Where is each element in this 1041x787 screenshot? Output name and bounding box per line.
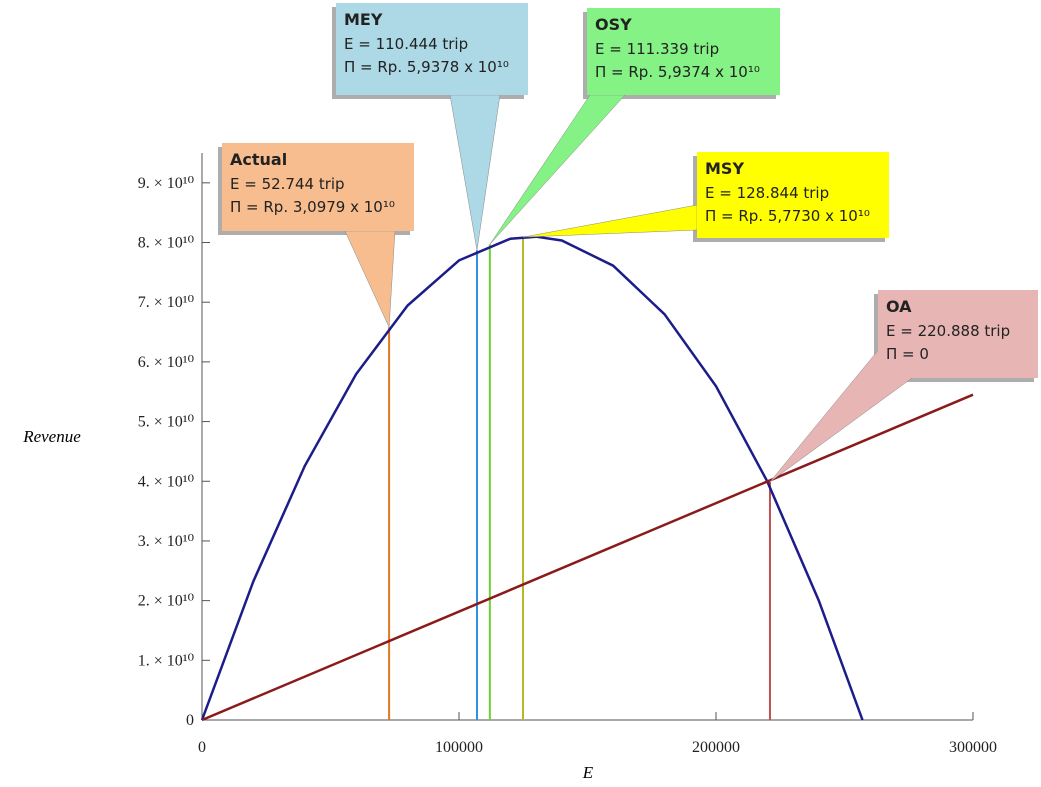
x-tick-label: 300000 [949, 739, 997, 756]
x-tick-label: 100000 [435, 739, 483, 756]
callout-line: Π = Rp. 5,9378 x 10¹⁰ [344, 58, 509, 76]
y-tick-label: 5. × 10¹⁰ [138, 414, 194, 431]
line-series [200, 235, 864, 721]
callout-title: OSY [595, 15, 632, 34]
callout-title: OA [886, 297, 912, 316]
y-tick-label: 2. × 10¹⁰ [138, 593, 194, 610]
callout-line: Π = Rp. 3,0979 x 10¹⁰ [230, 198, 395, 216]
callout: OSY E = 111.339 trip Π = Rp. 5,9374 x 10¹⁰ [489, 8, 780, 245]
x-axis-label: E [582, 763, 594, 782]
y-tick-label: 4. × 10¹⁰ [138, 473, 194, 490]
y-tick-label: 1. × 10¹⁰ [138, 652, 194, 669]
callout-box [878, 290, 1038, 378]
y-axis-label: Revenue [22, 427, 81, 446]
callout-line: E = 110.444 trip [344, 35, 468, 53]
callout-pointer [449, 94, 501, 251]
callout-pointer [522, 204, 698, 238]
callout-title: MSY [705, 159, 744, 178]
callout-line: Π = Rp. 5,9374 x 10¹⁰ [595, 63, 760, 81]
y-tick-label: 9. × 10¹⁰ [138, 175, 194, 192]
y-tick-label: 7. × 10¹⁰ [138, 294, 194, 311]
x-tick-label: 200000 [692, 739, 740, 756]
callout-box [336, 3, 528, 95]
callout-line: E = 52.744 trip [230, 175, 345, 193]
callout: MSY E = 128.844 trip Π = Rp. 5,7730 x 10¹⁰ [522, 152, 889, 242]
callout-line: Π = Rp. 5,7730 x 10¹⁰ [705, 207, 870, 225]
callout: MEY E = 110.444 trip Π = Rp. 5,9378 x 10¹⁰ [332, 3, 528, 251]
callout-pointer [344, 230, 396, 328]
callout-title: Actual [230, 150, 287, 169]
callout-title: MEY [344, 10, 383, 29]
y-tick-label: 8. × 10¹⁰ [138, 235, 194, 252]
callout-box [222, 143, 414, 231]
x-tick-label: 0 [198, 739, 206, 756]
callout-line: Π = 0 [886, 345, 929, 363]
callout: OA E = 220.888 trip Π = 0 [769, 290, 1038, 483]
callout: Actual E = 52.744 trip Π = Rp. 3,0979 x 10… [218, 143, 414, 328]
callout-box [697, 152, 889, 238]
callout-line: E = 111.339 trip [595, 40, 719, 58]
callout-line: E = 128.844 trip [705, 184, 829, 202]
line-series [201, 393, 974, 722]
y-tick-label: 3. × 10¹⁰ [138, 533, 194, 550]
y-tick-label: 0 [186, 712, 194, 729]
y-tick-label: 6. × 10¹⁰ [138, 354, 194, 371]
callout-box [587, 8, 780, 95]
callout-line: E = 220.888 trip [886, 322, 1010, 340]
